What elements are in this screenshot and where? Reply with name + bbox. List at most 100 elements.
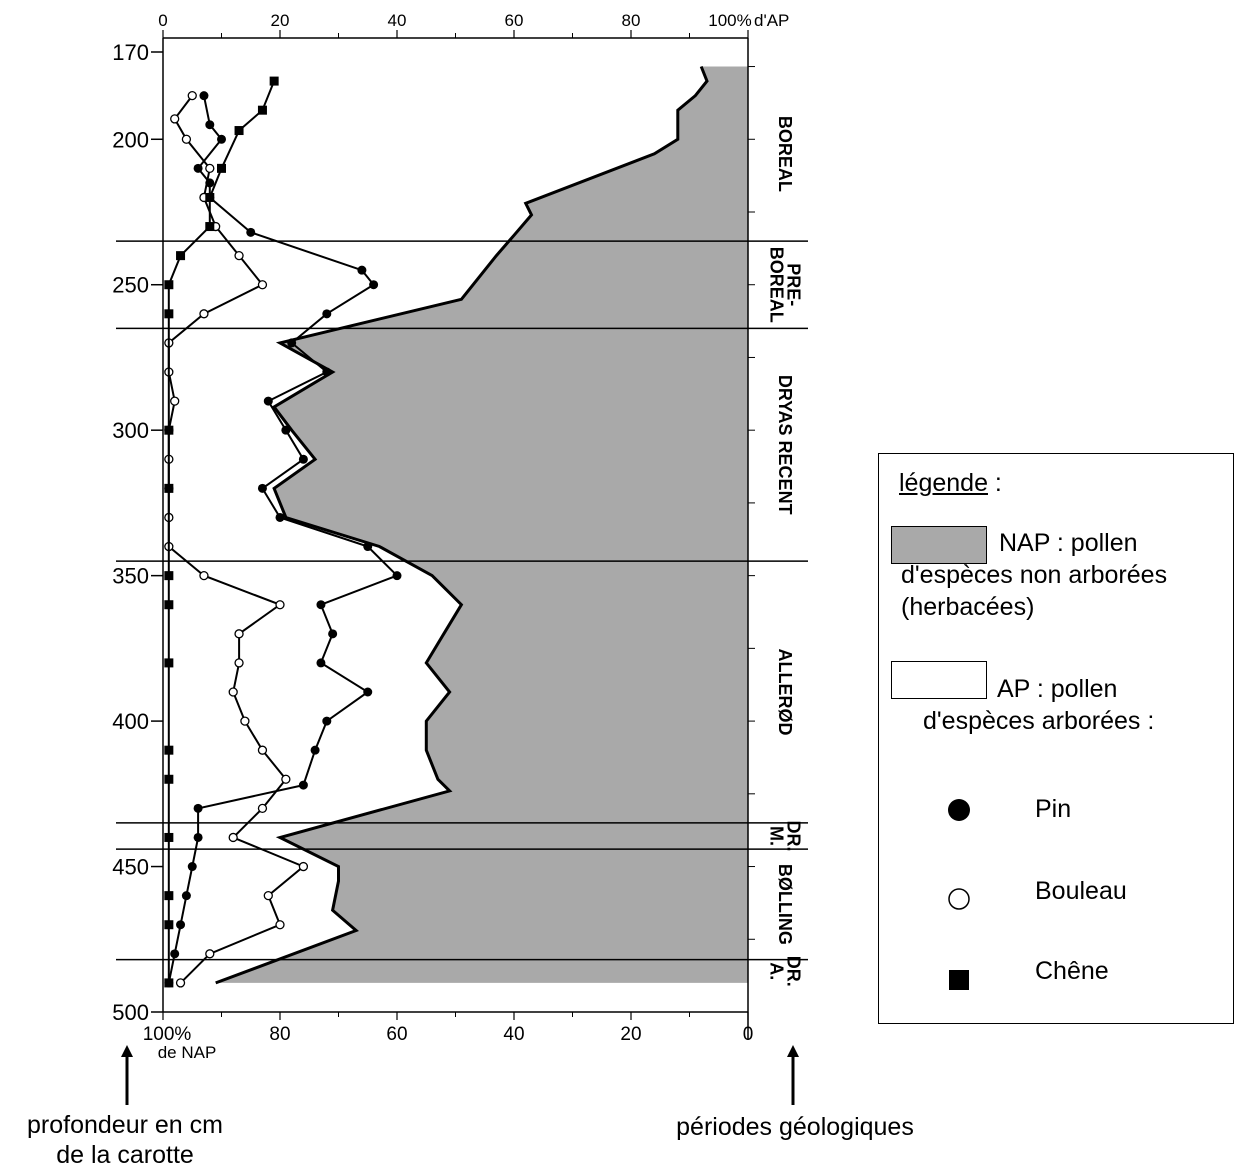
chene-point [164, 600, 174, 610]
period-label-0-0: BOREAL [775, 116, 795, 192]
pin-point [328, 629, 338, 639]
nap-label-1: NAP : pollen [999, 529, 1138, 557]
pin-point [316, 658, 326, 668]
ap-label-2: d'espèces arborées : [923, 707, 1155, 735]
pin-point [170, 949, 180, 959]
bouleau-point [298, 861, 309, 872]
depth-tick-label-3: 300 [112, 418, 149, 443]
pin-point [199, 91, 209, 101]
depth-tick-label-5: 400 [112, 709, 149, 734]
pin-point [316, 600, 326, 610]
legend: légende : NAP : pollen d'espèces non arb… [878, 453, 1234, 1024]
pin-point [176, 920, 186, 930]
depth-annotation-line-2: de la carotte [56, 1141, 194, 1169]
chene-point [257, 105, 267, 115]
bouleau-point [175, 978, 186, 988]
depth-tick-label-2: 250 [112, 273, 149, 298]
chene-point [217, 163, 226, 173]
period-label-1-1: BOREAL [767, 247, 787, 323]
top-axis-label: d'AP [754, 11, 789, 30]
chene-marker-icon [949, 970, 969, 990]
chene-point [164, 920, 174, 930]
bottom-tick-label-2: 60 [386, 1024, 407, 1045]
chene-point [164, 571, 174, 581]
pin-point [193, 832, 203, 842]
chene-point [164, 658, 174, 668]
chene-label: Chêne [1035, 957, 1109, 985]
bottom-tick-label-0: 100% [143, 1024, 192, 1045]
chene-point [164, 832, 174, 842]
depth-tick-label-7: 500 [112, 1000, 149, 1025]
pin-point [257, 483, 267, 493]
depth-tick-label-1: 200 [112, 127, 149, 152]
legend-title: légende : [899, 468, 1002, 499]
pin-point [357, 265, 367, 275]
legend-title-text: légende [899, 469, 988, 497]
chene-point [164, 745, 174, 755]
bouleau-point [170, 396, 180, 406]
pin-point [322, 716, 332, 726]
bouleau-point [205, 949, 215, 959]
bouleau-point [228, 832, 238, 843]
nap-area [215, 66, 748, 983]
bouleau-point [263, 890, 273, 901]
chene-point [164, 483, 174, 493]
bouleau-point [199, 570, 209, 581]
nap-label-2: d'espèces non arborées [901, 561, 1168, 589]
bouleau-point [275, 920, 285, 930]
chene-point [176, 251, 186, 261]
pin-point [392, 571, 402, 581]
bouleau-point [181, 134, 192, 144]
period-label-6-0: DR. [784, 956, 804, 987]
top-tick-label-0: 0 [158, 11, 167, 30]
bouleau-point [228, 687, 238, 697]
pin-point [298, 454, 308, 464]
chene-point [164, 891, 174, 901]
bouleau-point [240, 716, 250, 726]
top-tick-label-4: 80 [622, 11, 641, 30]
chene-point [164, 280, 174, 290]
depth-tick-label-6: 450 [112, 855, 149, 880]
period-label-6-1: A. [767, 962, 787, 980]
depth-arrow-head [121, 1045, 133, 1057]
pin-point [322, 309, 332, 319]
bouleau-point [257, 280, 268, 290]
bottom-tick-label-5: 0 [743, 1024, 754, 1045]
bouleau-point [234, 250, 244, 261]
top-tick-label-3: 60 [505, 11, 524, 30]
bouleau-point [187, 90, 197, 101]
period-label-1-0: PRE- [784, 263, 804, 306]
chene-point [205, 222, 215, 232]
pin-point [287, 338, 297, 348]
pin-point [263, 396, 273, 406]
chene-point [234, 126, 244, 136]
pin-marker-icon [948, 799, 970, 821]
pin-point [310, 745, 320, 755]
pin-point [369, 280, 379, 290]
ap-swatch [891, 661, 987, 699]
bottom-tick-label-1: 80 [269, 1024, 290, 1045]
bouleau-point [257, 803, 268, 814]
depth-tick-label-4: 350 [112, 564, 149, 589]
top-tick-label-5: 100% [708, 11, 751, 30]
ap-label-1: AP : pollen [997, 675, 1118, 703]
pin-point [246, 227, 256, 237]
bouleau-point [275, 600, 285, 610]
pin-point [281, 425, 291, 435]
bouleau-point [234, 629, 244, 639]
bouleau-marker-icon [948, 888, 970, 910]
period-label-4-0: DR. [784, 821, 804, 852]
bouleau-point [281, 774, 291, 784]
chene-point [164, 309, 174, 319]
chene-point [205, 192, 215, 202]
bottom-tick-label-4: 20 [620, 1024, 641, 1045]
periods-annotation: périodes géologiques [676, 1113, 914, 1141]
bouleau-point [257, 745, 268, 755]
pin-point [363, 687, 373, 697]
bouleau-point [205, 163, 215, 174]
pin-point [275, 512, 285, 522]
chene-point [164, 774, 174, 784]
chene-point [269, 76, 279, 86]
bottom-axis-label: de NAP [158, 1043, 217, 1062]
